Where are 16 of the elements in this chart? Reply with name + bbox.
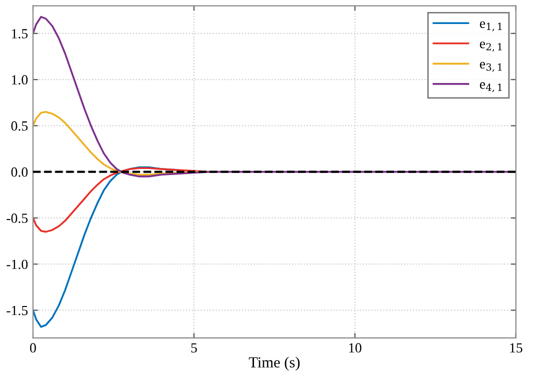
legend-label: e$_{3,1}$ <box>480 62 502 72</box>
y-tick-label: -1.0 <box>6 260 28 270</box>
x-axis-title: Time (s) <box>248 356 300 371</box>
y-tick-label: -0.5 <box>6 214 28 223</box>
x-tick-label: 0 <box>30 343 36 353</box>
legend-label: e$_{4,1}$ <box>480 82 502 92</box>
y-tick-label: 1.0 <box>12 75 28 85</box>
y-tick-label: 0.5 <box>11 121 28 131</box>
y-tick-label: 1.5 <box>12 29 28 38</box>
legend-label: e$_{1,1}$ <box>480 21 502 32</box>
x-tick-label: 15 <box>510 343 522 353</box>
legend-label: e$_{2,1}$ <box>480 42 502 52</box>
y-tick-label: -1.5 <box>6 306 28 316</box>
y-tick-label: 0.0 <box>11 167 28 177</box>
x-tick-label: 5 <box>191 343 197 353</box>
x-tick-label: 10 <box>349 343 362 353</box>
